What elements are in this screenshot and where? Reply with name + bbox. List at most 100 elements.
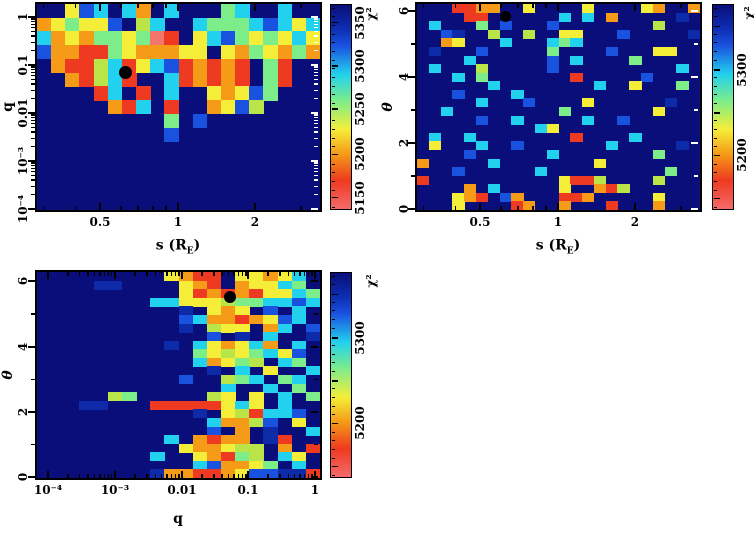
axis-tick — [500, 4, 502, 8]
axis-tick — [31, 78, 35, 81]
heatmap-cell — [291, 452, 307, 462]
heatmap-cell — [235, 72, 250, 87]
axis-tick — [303, 474, 306, 478]
heatmap-cell — [582, 98, 595, 108]
heatmap-cell — [235, 17, 250, 32]
heatmap-cell — [192, 469, 208, 479]
heatmap-cell — [263, 31, 279, 46]
x-tick-label: 1 — [173, 215, 183, 229]
heatmap-cell — [164, 272, 179, 282]
axis-tick — [545, 4, 547, 8]
heatmap-cell — [178, 469, 194, 479]
axis-tick — [31, 116, 35, 119]
heatmap-cell — [220, 72, 236, 87]
x-tick-label: 0.5 — [469, 215, 491, 229]
heatmap-cell — [192, 272, 208, 282]
y-axis-title: θ — [380, 102, 396, 112]
heatmap-cell — [93, 58, 109, 74]
heatmap-cell — [65, 45, 80, 60]
axis-tick — [314, 145, 318, 148]
axis-tick — [314, 126, 318, 129]
x-tick-label: 1 — [310, 483, 320, 497]
axis-tick — [300, 4, 302, 8]
axis-tick — [314, 313, 318, 315]
axis-tick — [556, 4, 559, 11]
heatmap-cell — [136, 86, 151, 101]
heatmap-cell — [206, 272, 222, 282]
heatmap-cell — [206, 100, 222, 115]
heatmap-cell — [305, 332, 321, 342]
heatmap-cell — [263, 409, 279, 419]
axis-tick — [31, 131, 35, 133]
axis-tick — [28, 15, 35, 18]
heatmap-cell — [220, 452, 236, 462]
colorbar-minor-tick — [331, 102, 335, 104]
axis-tick — [74, 4, 77, 8]
heatmap-cell — [235, 332, 250, 342]
heatmap-cell — [277, 314, 293, 324]
axis-tick — [31, 185, 35, 188]
axis-tick — [314, 179, 318, 181]
heatmap-cell — [570, 192, 583, 202]
heatmap-cell — [511, 115, 524, 125]
axis-tick — [166, 272, 168, 276]
axis-tick — [241, 272, 244, 276]
heatmap-cell — [192, 409, 208, 419]
heatmap-cell — [688, 29, 701, 39]
colorbar-tick — [713, 154, 720, 157]
colorbar-minor-tick — [713, 163, 717, 165]
axis-tick — [247, 471, 249, 478]
heatmap-cell — [570, 72, 583, 82]
axis-tick — [107, 272, 110, 276]
heatmap-cell — [263, 469, 279, 479]
heatmap-cell — [164, 4, 179, 19]
heatmap-cell — [464, 149, 477, 159]
axis-tick — [478, 203, 481, 210]
axis-tick — [313, 272, 316, 279]
heatmap-cell — [220, 357, 236, 367]
heatmap-cell — [593, 175, 607, 185]
heatmap-cell — [220, 460, 236, 470]
heatmap-cell — [178, 375, 194, 385]
heatmap-cell — [220, 417, 236, 427]
heatmap-cell — [79, 4, 95, 19]
colorbar-minor-tick — [331, 362, 335, 364]
colorbar-minor-tick — [331, 457, 335, 459]
axis-tick — [110, 272, 113, 276]
heatmap-cell — [206, 357, 222, 367]
heatmap-cell — [235, 375, 250, 385]
heatmap-cell — [220, 323, 236, 333]
axis-tick — [28, 411, 35, 414]
colorbar-minor-tick — [331, 284, 335, 286]
heatmap-cell — [51, 31, 66, 46]
heatmap-cell — [249, 340, 264, 350]
colorbar-minor-tick — [713, 77, 717, 79]
axis-tick — [279, 272, 281, 276]
heatmap-cell — [107, 17, 123, 32]
heatmap-cell — [570, 55, 583, 65]
heatmap-cell — [249, 280, 264, 290]
heatmap-cell — [65, 17, 80, 32]
heatmap-cell — [277, 289, 293, 299]
colorbar-tick-label: 5300 — [353, 49, 367, 83]
heatmap-cell — [487, 4, 501, 14]
heatmap-cell — [164, 297, 179, 307]
heatmap-cell — [220, 435, 236, 445]
heatmap-cell — [511, 89, 524, 99]
axis-tick — [311, 474, 313, 478]
colorbar-minor-tick — [331, 319, 335, 321]
axis-tick — [201, 474, 203, 478]
heatmap-cell — [178, 306, 194, 316]
heatmap-cell — [206, 349, 222, 359]
heatmap-cell — [263, 460, 279, 470]
colorbar-minor-tick — [713, 137, 717, 139]
axis-tick — [28, 207, 35, 210]
colorbar-tick — [331, 422, 338, 425]
heatmap-cell — [546, 64, 559, 74]
axis-tick — [314, 89, 318, 92]
heatmap-cell — [93, 72, 109, 87]
heatmap-cell — [475, 64, 489, 74]
heatmap-cell — [150, 469, 165, 479]
heatmap-cell — [305, 289, 321, 299]
heatmap-cell — [277, 4, 293, 19]
